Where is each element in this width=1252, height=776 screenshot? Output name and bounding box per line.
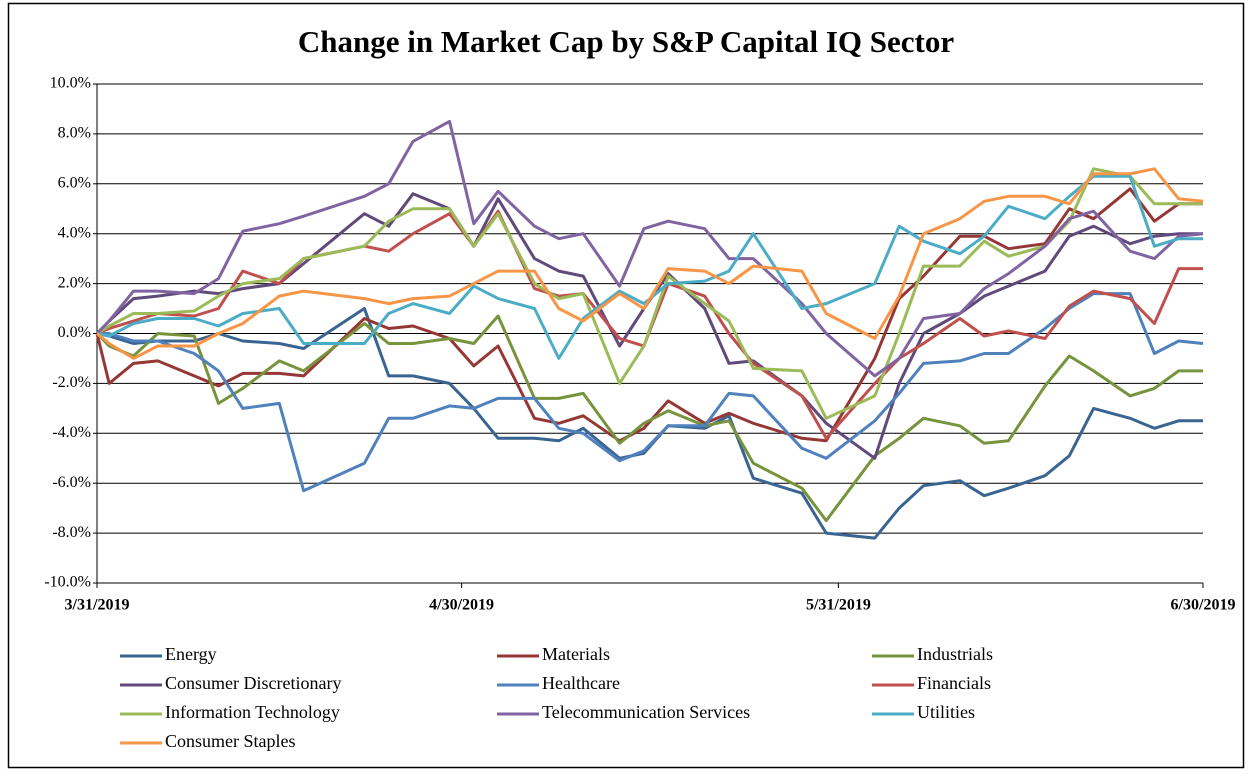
series-line [96, 167, 1203, 420]
y-tick-label: -10.0% [44, 574, 91, 591]
x-tick-label: 4/30/2019 [429, 597, 494, 614]
x-tick-label: 6/30/2019 [1171, 597, 1236, 614]
series-line [96, 307, 1203, 540]
legend-label: Consumer Discretionary [165, 673, 341, 693]
legend-label: Energy [165, 644, 217, 664]
y-tick-label: 6.0% [58, 174, 91, 191]
series-line [96, 174, 1203, 360]
series-line [95, 119, 1204, 378]
y-tick-label: -2.0% [52, 374, 91, 391]
x-tick-label: 5/31/2019 [806, 597, 871, 614]
legend-label: Information Technology [165, 702, 340, 722]
y-tick-label: -4.0% [52, 424, 91, 441]
y-tick-label: -6.0% [52, 474, 91, 491]
chart-title: Change in Market Cap by S&P Capital IQ S… [298, 24, 954, 59]
series-line [96, 167, 1204, 360]
y-tick-label: 2.0% [58, 274, 91, 291]
legend-label: Healthcare [542, 673, 620, 693]
x-tick-label: 3/31/2019 [65, 597, 130, 614]
y-tick-label: 8.0% [58, 125, 91, 142]
series-line [95, 314, 1203, 523]
series-line [95, 187, 1203, 443]
y-tick-label: 0.0% [58, 324, 91, 341]
legend-label: Utilities [917, 702, 975, 722]
legend-label: Consumer Staples [165, 731, 296, 751]
legend-label: Industrials [917, 644, 993, 664]
legend-label: Telecommunication Services [542, 702, 750, 722]
y-tick-label: 4.0% [58, 224, 91, 241]
y-tick-label: -8.0% [52, 524, 91, 541]
legend-label: Materials [542, 644, 610, 664]
y-tick-label: 10.0% [50, 75, 91, 92]
legend-label: Financials [917, 673, 991, 693]
